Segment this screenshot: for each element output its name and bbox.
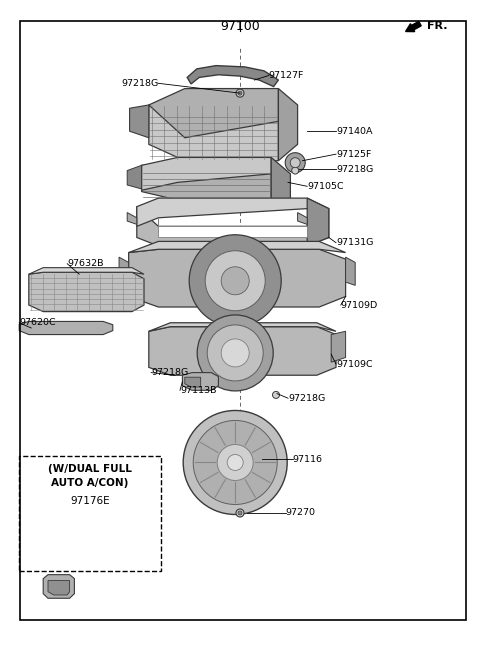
Polygon shape <box>119 257 129 285</box>
Polygon shape <box>142 165 271 200</box>
Polygon shape <box>129 241 346 253</box>
Text: 97270: 97270 <box>286 508 316 518</box>
Circle shape <box>207 325 263 381</box>
Text: 97125F: 97125F <box>336 150 372 159</box>
Circle shape <box>183 411 287 514</box>
Circle shape <box>197 315 273 391</box>
Text: 97109D: 97109D <box>341 300 378 310</box>
Polygon shape <box>149 89 278 138</box>
Polygon shape <box>307 198 329 246</box>
Polygon shape <box>271 157 290 200</box>
Polygon shape <box>127 213 137 224</box>
Polygon shape <box>149 323 336 331</box>
Text: 97131G: 97131G <box>336 238 373 247</box>
Circle shape <box>227 455 243 470</box>
Polygon shape <box>29 272 144 312</box>
Text: 97105C: 97105C <box>307 182 344 191</box>
Circle shape <box>221 267 249 295</box>
Circle shape <box>236 89 244 97</box>
Text: 97218G: 97218G <box>288 394 325 403</box>
Text: 97218G: 97218G <box>151 368 189 377</box>
Polygon shape <box>331 331 346 362</box>
Text: 97632B: 97632B <box>67 259 104 268</box>
Polygon shape <box>129 249 346 307</box>
Circle shape <box>273 392 279 398</box>
Circle shape <box>205 251 265 311</box>
Text: 97127F: 97127F <box>269 71 304 80</box>
Polygon shape <box>130 105 149 138</box>
Circle shape <box>236 509 244 517</box>
Text: 97620C: 97620C <box>19 318 56 327</box>
FancyArrow shape <box>406 22 421 31</box>
Polygon shape <box>29 268 144 274</box>
Polygon shape <box>278 89 298 161</box>
Text: 97140A: 97140A <box>336 127 372 136</box>
Text: 97218G: 97218G <box>121 79 158 88</box>
Polygon shape <box>149 105 278 161</box>
Polygon shape <box>19 321 113 335</box>
Text: 97218G: 97218G <box>336 165 373 174</box>
Circle shape <box>285 153 305 173</box>
Polygon shape <box>158 218 307 237</box>
Circle shape <box>189 235 281 327</box>
Polygon shape <box>182 373 218 390</box>
Polygon shape <box>185 377 201 387</box>
Polygon shape <box>149 327 336 375</box>
Text: 97100: 97100 <box>220 20 260 33</box>
Polygon shape <box>187 66 278 87</box>
Polygon shape <box>298 213 307 224</box>
Polygon shape <box>346 257 355 285</box>
Polygon shape <box>48 581 70 595</box>
Text: 97113B: 97113B <box>180 386 216 395</box>
Circle shape <box>193 420 277 504</box>
Text: 97176E: 97176E <box>70 496 110 506</box>
Circle shape <box>290 157 300 168</box>
Circle shape <box>221 339 249 367</box>
Circle shape <box>292 167 299 174</box>
Bar <box>19 456 161 571</box>
Text: (W/DUAL FULL: (W/DUAL FULL <box>48 464 132 474</box>
Polygon shape <box>142 157 271 190</box>
Text: 97116: 97116 <box>293 455 323 464</box>
Circle shape <box>217 445 253 480</box>
Polygon shape <box>43 575 74 598</box>
Polygon shape <box>137 198 329 226</box>
Polygon shape <box>137 207 329 246</box>
Text: 97109C: 97109C <box>336 359 372 369</box>
Circle shape <box>238 511 242 515</box>
Polygon shape <box>127 165 142 189</box>
Text: FR.: FR. <box>427 21 448 31</box>
Circle shape <box>238 91 242 95</box>
Text: AUTO A/CON): AUTO A/CON) <box>51 478 129 488</box>
